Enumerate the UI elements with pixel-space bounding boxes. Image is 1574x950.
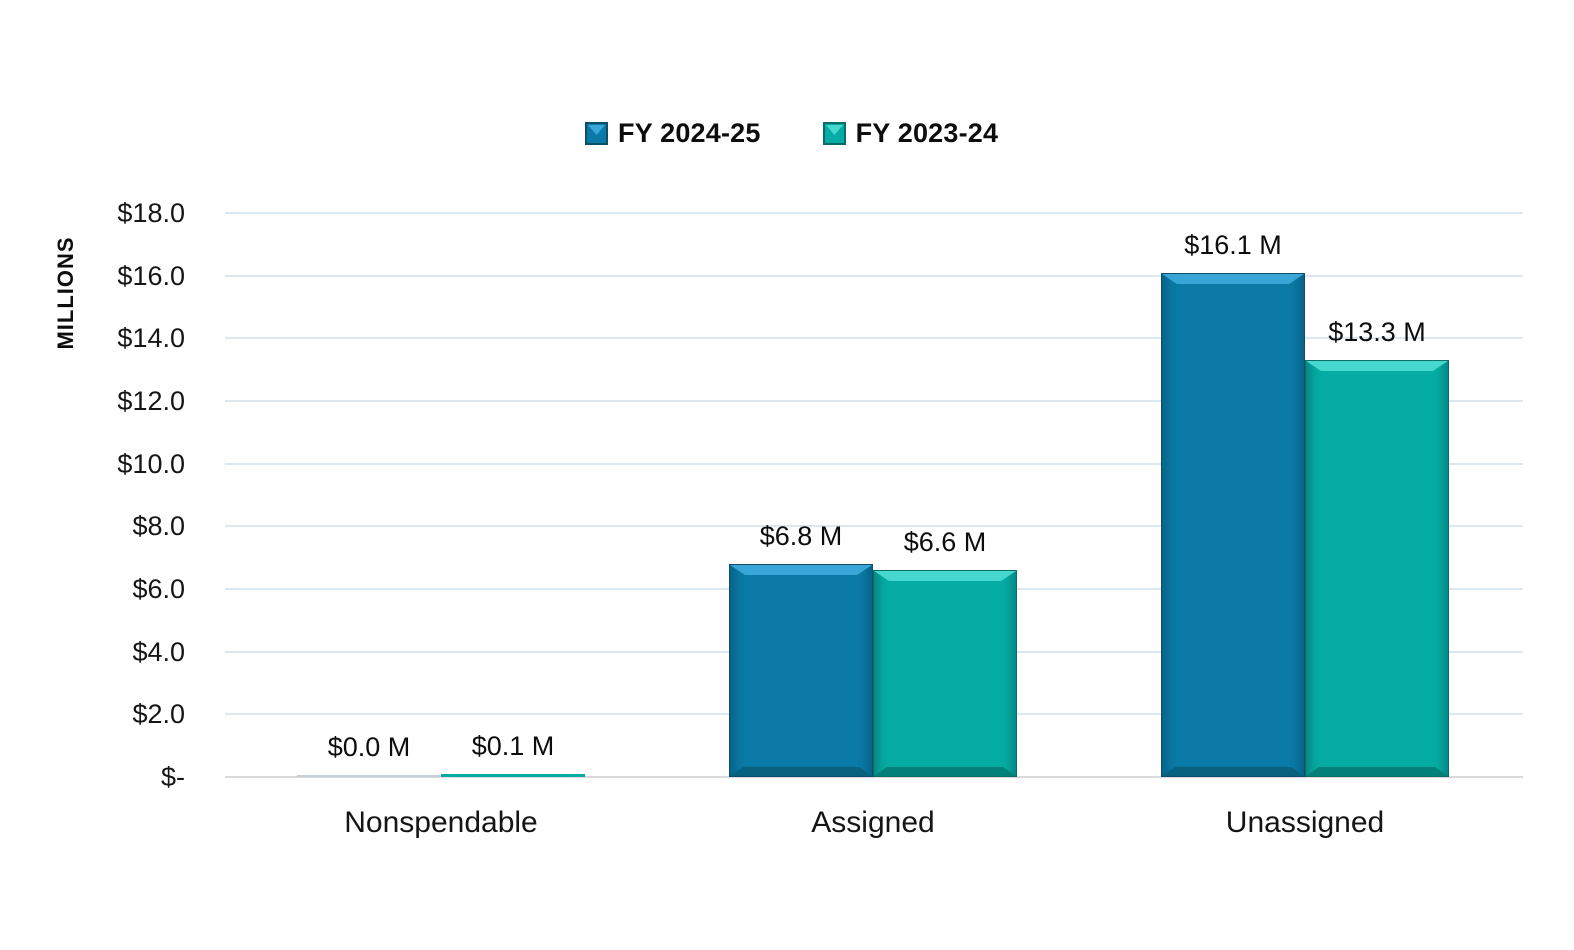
bar-fy-2023-24-unassigned	[1305, 360, 1449, 777]
data-label: $0.1 M	[471, 731, 555, 761]
y-axis-tick-label: $10.0	[117, 448, 185, 479]
x-axis-category-label: Nonspendable	[344, 806, 538, 839]
data-label: $13.3 M	[1328, 317, 1426, 347]
y-axis-tick-label: $8.0	[132, 511, 185, 542]
chart-legend: FY 2024-25 FY 2023-24	[585, 118, 998, 149]
x-axis-category-label: Assigned	[811, 806, 935, 839]
gridline	[225, 274, 1523, 277]
data-label: $0.0 M	[327, 732, 411, 762]
legend-item: FY 2024-25	[585, 118, 761, 149]
y-axis-tick-label: $12.0	[117, 386, 185, 417]
gridline	[225, 400, 1523, 403]
bar-fy-2024-25-unassigned	[1161, 273, 1305, 777]
legend-label: FY 2023-24	[855, 118, 999, 148]
data-label: $6.6 M	[903, 527, 987, 557]
y-axis-tick-label: $6.0	[132, 574, 185, 605]
legend-swatch-icon	[585, 122, 608, 145]
y-axis-tick-label: $-	[160, 762, 185, 792]
y-axis-tick-label: $16.0	[117, 260, 185, 291]
gridline	[225, 337, 1523, 340]
gridline	[225, 462, 1523, 465]
gridline	[225, 212, 1523, 215]
bar-fy-2024-25-nonspendable	[297, 775, 441, 777]
legend-swatch-icon	[822, 122, 846, 145]
data-label: $16.1 M	[1184, 230, 1282, 260]
y-axis-tick-label: $14.0	[117, 323, 185, 354]
legend-item: FY 2023-24	[822, 118, 999, 149]
x-axis-line	[225, 776, 1523, 778]
bar-fy-2023-24-nonspendable	[441, 774, 585, 777]
y-axis-tick-label: $18.0	[117, 198, 185, 229]
y-axis-tick-label: $2.0	[132, 699, 185, 730]
x-axis-category-label: Unassigned	[1225, 806, 1385, 839]
gridline	[225, 525, 1523, 528]
legend-label: FY 2024-25	[618, 118, 761, 148]
data-label: $6.8 M	[759, 521, 843, 551]
bar-fy-2023-24-assigned	[873, 570, 1017, 777]
y-axis-tick-label: $4.0	[132, 636, 185, 667]
bar-fy-2024-25-assigned	[729, 564, 873, 777]
